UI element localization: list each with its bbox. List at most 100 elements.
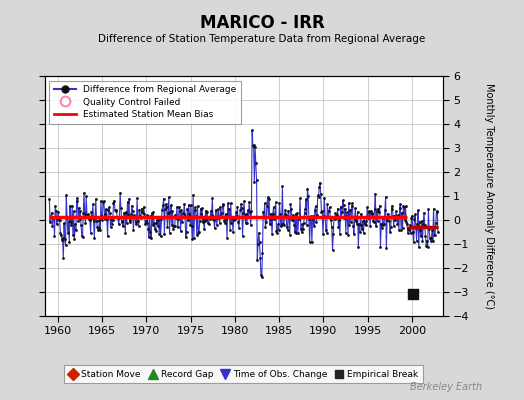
Point — [199, 216, 208, 222]
Point — [417, 233, 425, 239]
Point — [72, 198, 81, 204]
Point — [304, 192, 312, 199]
Point — [269, 204, 278, 210]
Text: MARICO - IRR: MARICO - IRR — [200, 14, 324, 32]
Point — [382, 244, 390, 251]
Point — [69, 232, 77, 238]
Point — [212, 206, 220, 213]
Point — [402, 218, 410, 225]
Point — [432, 208, 441, 214]
Point — [360, 214, 368, 220]
Point — [83, 213, 92, 219]
Point — [79, 210, 88, 216]
Point — [315, 184, 323, 191]
Point — [328, 224, 336, 230]
Point — [340, 202, 348, 209]
Point — [305, 239, 314, 245]
Point — [72, 227, 80, 233]
Point — [111, 207, 119, 213]
Point — [376, 244, 385, 250]
Point — [337, 214, 345, 220]
Point — [396, 201, 405, 208]
Point — [67, 218, 75, 225]
Point — [192, 212, 200, 219]
Point — [127, 211, 135, 217]
Point — [394, 212, 402, 218]
Point — [143, 212, 151, 218]
Point — [172, 215, 180, 221]
Point — [362, 222, 370, 228]
Point — [181, 213, 189, 219]
Point — [170, 223, 179, 229]
Point — [255, 239, 264, 245]
Point — [365, 208, 373, 215]
Point — [302, 196, 310, 202]
Point — [52, 221, 61, 227]
Point — [284, 208, 292, 214]
Point — [71, 221, 79, 228]
Point — [220, 218, 228, 224]
Point — [317, 209, 325, 216]
Point — [50, 214, 58, 220]
Point — [150, 226, 159, 232]
Point — [243, 219, 251, 226]
Point — [45, 196, 53, 202]
Point — [308, 239, 316, 245]
Point — [202, 217, 211, 224]
Point — [48, 222, 57, 229]
Point — [108, 217, 117, 224]
Point — [301, 206, 310, 212]
Point — [385, 214, 393, 220]
Point — [105, 204, 113, 211]
Point — [265, 196, 274, 202]
Point — [274, 221, 282, 227]
Point — [154, 223, 162, 229]
Point — [260, 214, 268, 221]
Point — [358, 218, 367, 224]
Point — [184, 202, 193, 208]
Point — [165, 194, 173, 200]
Point — [123, 220, 131, 226]
Point — [407, 230, 415, 236]
Point — [230, 216, 238, 222]
Point — [201, 217, 209, 224]
Point — [381, 193, 390, 200]
Point — [233, 213, 241, 220]
Point — [364, 215, 372, 222]
Point — [384, 210, 392, 217]
Point — [46, 219, 54, 225]
Point — [110, 200, 118, 206]
Point — [259, 209, 267, 215]
Point — [423, 244, 432, 250]
Point — [318, 208, 326, 214]
Point — [175, 204, 183, 210]
Point — [177, 228, 185, 235]
Point — [311, 203, 320, 210]
Point — [124, 212, 133, 219]
Point — [224, 200, 232, 206]
Point — [222, 215, 231, 222]
Point — [173, 224, 182, 230]
Point — [68, 202, 77, 209]
Point — [146, 228, 155, 235]
Point — [275, 227, 283, 233]
Point — [332, 215, 341, 222]
Point — [224, 214, 233, 220]
Point — [86, 230, 95, 236]
Point — [196, 206, 205, 212]
Point — [89, 201, 97, 208]
Point — [398, 225, 407, 231]
Point — [294, 215, 303, 221]
Point — [94, 225, 103, 232]
Point — [74, 218, 82, 224]
Point — [229, 229, 237, 236]
Point — [180, 201, 189, 207]
Point — [121, 210, 129, 216]
Point — [93, 224, 102, 230]
Point — [215, 220, 224, 226]
Point — [419, 220, 428, 227]
Point — [168, 208, 177, 214]
Point — [283, 226, 292, 233]
Point — [59, 254, 68, 261]
Point — [286, 232, 294, 238]
